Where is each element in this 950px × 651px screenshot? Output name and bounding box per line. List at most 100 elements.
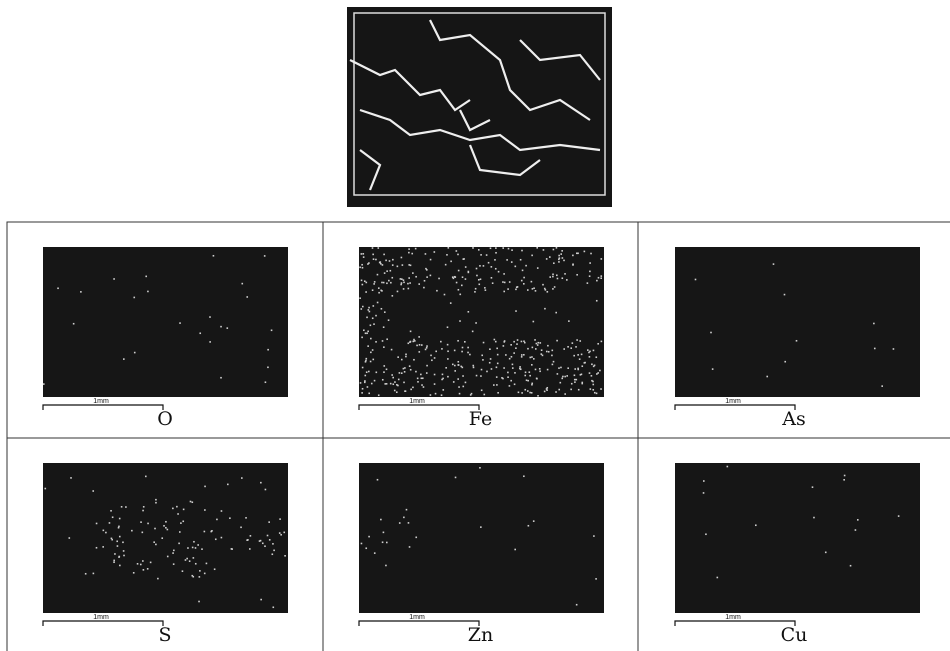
map-speckle: [559, 257, 561, 259]
map-speckle: [453, 381, 455, 383]
map-speckle: [434, 357, 436, 359]
map-speckle: [279, 532, 281, 534]
map-speckle: [495, 341, 497, 343]
map-speckle: [562, 376, 564, 378]
map-speckle: [113, 561, 115, 563]
map-speckle: [874, 348, 876, 350]
map-speckle: [409, 282, 411, 284]
map-speckle: [509, 385, 511, 387]
map-speckle: [179, 322, 181, 324]
map-speckle: [119, 518, 121, 520]
map-speckle: [44, 488, 46, 490]
map-speckle: [510, 380, 512, 382]
map-speckle: [267, 349, 269, 351]
map-speckle: [496, 376, 498, 378]
map-speckle: [558, 261, 560, 263]
map-speckle: [420, 374, 422, 376]
map-speckle: [267, 366, 269, 368]
map-speckle: [368, 536, 370, 538]
map-speckle: [572, 342, 574, 344]
map-speckle: [122, 541, 124, 543]
map-speckle: [110, 510, 112, 512]
map-speckle: [898, 515, 900, 517]
map-speckle: [116, 540, 118, 542]
map-speckle: [511, 249, 513, 251]
map-speckle: [199, 332, 201, 334]
map-speckle: [407, 283, 409, 285]
map-speckle: [600, 275, 602, 277]
map-speckle: [494, 339, 496, 341]
map-speckle: [447, 350, 449, 352]
map-speckle: [154, 528, 156, 530]
map-speckle: [119, 536, 121, 538]
map-speckle: [527, 348, 529, 350]
map-speckle: [404, 367, 406, 369]
map-speckle: [147, 291, 149, 293]
map-speckle: [573, 355, 575, 357]
map-speckle: [566, 375, 568, 377]
map-speckle: [415, 537, 417, 539]
map-speckle: [444, 294, 446, 296]
map-speckle: [457, 254, 459, 256]
map-speckle: [547, 345, 549, 347]
map-speckle: [480, 375, 482, 377]
map-speckle: [361, 280, 363, 282]
map-speckle: [455, 477, 457, 479]
map-speckle: [241, 283, 243, 285]
map-speckle: [404, 371, 406, 373]
map-speckle: [221, 510, 223, 512]
element-map: [675, 463, 920, 613]
map-speckle: [209, 341, 211, 343]
map-speckle: [386, 338, 388, 340]
map-speckle: [447, 376, 449, 378]
map-speckle: [497, 354, 499, 356]
map-speckle: [548, 351, 550, 353]
map-speckle: [414, 340, 416, 342]
map-speckle: [515, 266, 517, 268]
map-speckle: [527, 289, 529, 291]
map-speckle: [142, 510, 144, 512]
map-speckle: [543, 249, 545, 251]
map-speckle: [391, 374, 393, 376]
map-speckle: [408, 264, 410, 266]
map-speckle: [165, 521, 167, 523]
map-speckle: [512, 364, 514, 366]
map-speckle: [385, 565, 387, 567]
map-speckle: [378, 394, 380, 396]
map-speckle: [260, 482, 262, 484]
map-speckle: [531, 364, 533, 366]
map-speckle: [496, 348, 498, 350]
map-speckle: [359, 297, 361, 299]
map-speckle: [532, 347, 534, 349]
map-speckle: [142, 560, 144, 562]
map-speckle: [378, 292, 380, 294]
map-speckle: [518, 391, 520, 393]
map-speckle: [364, 382, 366, 384]
map-speckle: [434, 383, 436, 385]
map-speckle: [377, 247, 379, 249]
map-speckle: [259, 540, 261, 542]
map-speckle: [273, 550, 275, 552]
map-speckle: [521, 250, 523, 252]
map-speckle: [421, 344, 423, 346]
map-speckle: [579, 340, 581, 342]
map-speckle: [410, 331, 412, 333]
map-speckle: [210, 531, 212, 533]
map-speckle: [408, 248, 410, 250]
map-speckle: [531, 255, 533, 257]
map-speckle: [245, 517, 247, 519]
map-speckle: [488, 262, 490, 264]
map-speckle: [446, 254, 448, 256]
map-speckle: [403, 517, 405, 519]
map-speckle: [283, 532, 285, 534]
map-speckle: [220, 326, 222, 328]
map-speckle: [482, 359, 484, 361]
map-speckle: [368, 307, 370, 309]
map-speckle: [478, 279, 480, 281]
map-speckle: [397, 291, 399, 293]
map-speckle: [363, 329, 365, 331]
map-speckle: [773, 263, 775, 265]
map-speckle: [367, 331, 369, 333]
map-speckle: [406, 509, 408, 511]
map-speckle: [408, 252, 410, 254]
